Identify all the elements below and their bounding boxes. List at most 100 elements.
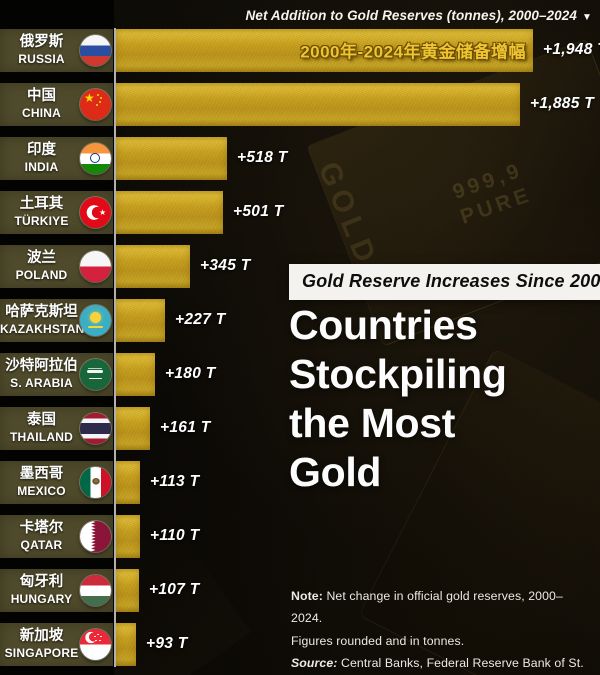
flag-turkiye-icon: [80, 196, 111, 228]
country-names: 中国 CHINA: [0, 87, 83, 121]
country-name-en: SINGAPORE: [4, 646, 79, 660]
country-label: 泰国 THAILAND: [0, 406, 113, 450]
country-name-en: S. ARABIA: [10, 376, 73, 390]
bar-value-label: +113 T: [150, 473, 200, 490]
country-name-en: KAZAKHSTAN: [0, 322, 85, 336]
country-name-en: QATAR: [20, 538, 63, 552]
country-label: 匈牙利 HUNGARY: [0, 568, 113, 612]
country-name-en: THAILAND: [10, 430, 73, 444]
country-names: 哈萨克斯坦 KAZAKHSTAN: [0, 303, 85, 337]
bar-value-label: +107 T: [149, 581, 200, 598]
bar-value-label: +227 T: [175, 311, 226, 328]
title-line: Stockpiling: [289, 351, 507, 397]
chart-row: 新加坡 SINGAPORE +93 T: [0, 622, 600, 666]
country-name-en: INDIA: [24, 160, 59, 174]
country-name-cn: 泰国: [27, 412, 56, 428]
country-names: 印度 INDIA: [0, 141, 83, 175]
country-names: 沙特阿拉伯 S. ARABIA: [0, 357, 83, 391]
gold-bar: [116, 352, 155, 396]
chart-row: 土耳其 TÜRKIYE +501 T: [0, 190, 600, 234]
country-label: 墨西哥 MEXICO: [0, 460, 113, 504]
gold-bar: 2000年-2024年黄金储备增幅: [116, 28, 533, 72]
bar-value-label: +93 T: [146, 635, 188, 652]
country-label: 波兰 POLAND: [0, 244, 113, 288]
country-name-cn: 哈萨克斯坦: [5, 304, 78, 320]
country-names: 卡塔尔 QATAR: [0, 519, 83, 553]
chart-axis-line: [114, 28, 116, 667]
note-line: Source: Central Banks, Federal Reserve B…: [291, 652, 587, 674]
country-label: 印度 INDIA: [0, 136, 113, 180]
flag-kazakhstan-icon: [80, 304, 111, 336]
country-name-cn: 沙特阿拉伯: [5, 358, 78, 374]
flag-mexico-icon: [80, 466, 111, 498]
note-text: Net change in official gold reserves, 20…: [291, 589, 563, 626]
chart-row: 印度 INDIA +518 T: [0, 136, 600, 180]
page-title: Countries Stockpiling the Most Gold: [289, 301, 507, 497]
flag-qatar-icon: [80, 520, 111, 552]
country-name-cn: 土耳其: [19, 196, 64, 212]
country-name-en: RUSSIA: [18, 52, 65, 66]
chart-title-dropdown[interactable]: Net Addition to Gold Reserves (tonnes), …: [0, 8, 592, 23]
gold-bar: [116, 406, 150, 450]
country-names: 墨西哥 MEXICO: [0, 465, 83, 499]
country-name-cn: 印度: [27, 142, 56, 158]
gold-bar: [116, 136, 227, 180]
footnote: Note: Net change in official gold reserv…: [291, 585, 587, 675]
country-names: 泰国 THAILAND: [0, 411, 83, 445]
chart-row: 匈牙利 HUNGARY +107 T: [0, 568, 600, 612]
country-name-en: TÜRKIYE: [14, 214, 69, 228]
chart-row: 俄罗斯 RUSSIA 2000年-2024年黄金储备增幅 +1,948 T: [0, 28, 600, 72]
flag-saudi-arabia-icon: [80, 358, 111, 390]
flag-china-icon: [80, 88, 111, 120]
gold-bar: [116, 82, 520, 126]
country-label: 卡塔尔 QATAR: [0, 514, 113, 558]
note-label: Note:: [291, 589, 323, 603]
note-line: Figures rounded and in tonnes.: [291, 633, 465, 648]
flag-thailand-icon: [80, 412, 111, 444]
chevron-down-icon: ▼: [582, 12, 592, 23]
title-line: Countries: [289, 302, 478, 348]
country-label: 俄罗斯 RUSSIA: [0, 28, 113, 72]
country-name-cn: 卡塔尔: [19, 520, 64, 536]
gold-bar: [116, 514, 140, 558]
bar-value-label: +501 T: [233, 203, 284, 220]
bar-value-label: +518 T: [237, 149, 288, 166]
source-label: Source:: [291, 656, 338, 671]
flag-poland-icon: [80, 250, 111, 282]
chart-row: 墨西哥 MEXICO +113 T: [0, 460, 600, 504]
bar-annotation: 2000年-2024年黄金储备增幅: [300, 42, 526, 62]
country-name-cn: 新加坡: [19, 628, 64, 644]
bar-value-label: +345 T: [200, 257, 251, 274]
chart-row: 卡塔尔 QATAR +110 T: [0, 514, 600, 558]
gold-bar: [116, 622, 136, 666]
bar-value-label: +1,885 T: [530, 95, 595, 112]
country-name-en: CHINA: [22, 106, 61, 120]
country-name-cn: 中国: [27, 88, 56, 104]
country-label: 新加坡 SINGAPORE: [0, 622, 113, 666]
country-names: 匈牙利 HUNGARY: [0, 573, 83, 607]
country-name-en: HUNGARY: [10, 592, 73, 606]
country-label: 哈萨克斯坦 KAZAKHSTAN: [0, 298, 113, 342]
country-name-cn: 波兰: [27, 250, 56, 266]
flag-russia-icon: [80, 34, 111, 66]
bar-value-label: +180 T: [165, 365, 216, 382]
country-names: 俄罗斯 RUSSIA: [0, 33, 83, 67]
subtitle-badge: Gold Reserve Increases Since 2000: [289, 264, 600, 300]
country-name-en: MEXICO: [17, 484, 66, 498]
gold-bar: [116, 568, 139, 612]
gold-bar: [116, 244, 190, 288]
gold-bar: [116, 298, 165, 342]
chart-row: 波兰 POLAND +345 T: [0, 244, 600, 288]
source-text: Central Banks, Federal Reserve Bank of S…: [337, 656, 584, 671]
country-names: 波兰 POLAND: [0, 249, 83, 283]
title-line: the Most: [289, 400, 456, 446]
country-label: 沙特阿拉伯 S. ARABIA: [0, 352, 113, 396]
chart-row: 中国 CHINA +1,885 T: [0, 82, 600, 126]
country-label: 土耳其 TÜRKIYE: [0, 190, 113, 234]
country-name-cn: 俄罗斯: [19, 34, 64, 50]
note-line: Note: Net change in official gold reserv…: [291, 585, 587, 630]
bar-value-label: +161 T: [160, 419, 211, 436]
bar-value-label: +1,948 T: [543, 41, 600, 58]
